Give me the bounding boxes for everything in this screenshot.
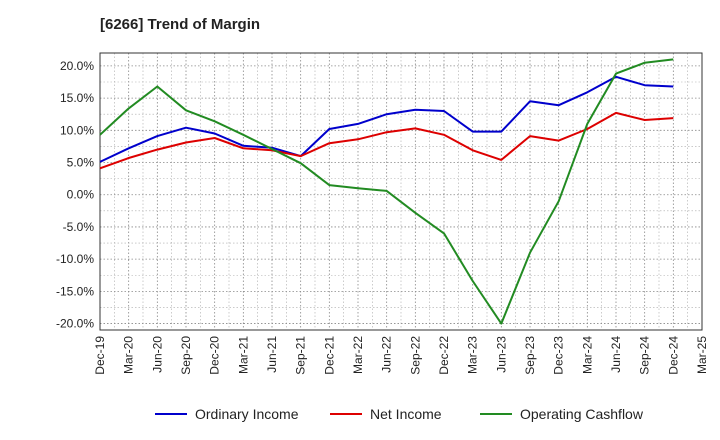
x-tick-label: Sep-20 xyxy=(179,336,193,375)
x-tick-label: Dec-24 xyxy=(666,336,680,375)
x-tick-label: Jun-22 xyxy=(380,336,394,373)
y-tick-label: 20.0% xyxy=(60,59,94,73)
y-tick-label: -20.0% xyxy=(56,317,94,331)
x-tick-label: Dec-23 xyxy=(552,336,566,375)
legend-label: Net Income xyxy=(370,406,442,422)
chart-title: [6266] Trend of Margin xyxy=(100,16,261,33)
series-line-ordinary-income xyxy=(99,75,674,163)
x-tick-label: Dec-20 xyxy=(208,336,222,375)
y-tick-label: 5.0% xyxy=(67,156,95,170)
x-tick-label: Sep-21 xyxy=(294,336,308,375)
x-tick-label: Jun-21 xyxy=(265,336,279,373)
x-tick-label: Sep-23 xyxy=(523,336,537,375)
x-tick-label: Dec-19 xyxy=(93,336,107,375)
y-tick-label: 0.0% xyxy=(67,188,95,202)
y-tick-label: 15.0% xyxy=(60,91,94,105)
series-line-net-income xyxy=(99,111,674,170)
x-tick-label: Sep-22 xyxy=(408,336,422,375)
x-tick-label: Mar-25 xyxy=(695,336,709,374)
plot-border xyxy=(99,52,703,331)
x-tick-label: Mar-21 xyxy=(236,336,250,374)
y-tick-label: -5.0% xyxy=(63,220,95,234)
x-tick-label: Dec-21 xyxy=(322,336,336,375)
x-tick-label: Jun-24 xyxy=(609,336,623,373)
x-tick-label: Sep-24 xyxy=(638,336,652,375)
x-tick-label: Jun-23 xyxy=(494,336,508,373)
y-tick-label: 10.0% xyxy=(60,123,94,137)
legend-label: Operating Cashflow xyxy=(520,406,644,422)
y-tick-label: -15.0% xyxy=(56,284,94,298)
x-tick-label: Jun-20 xyxy=(150,336,164,373)
x-tick-label: Mar-23 xyxy=(466,336,480,374)
legend-label: Ordinary Income xyxy=(195,406,299,422)
series-line-operating-cashflow xyxy=(99,58,674,325)
x-tick-label: Dec-22 xyxy=(437,336,451,375)
x-tick-label: Mar-20 xyxy=(122,336,136,374)
x-tick-label: Mar-22 xyxy=(351,336,365,374)
x-tick-label: Mar-24 xyxy=(580,336,594,374)
y-tick-label: -10.0% xyxy=(56,252,94,266)
